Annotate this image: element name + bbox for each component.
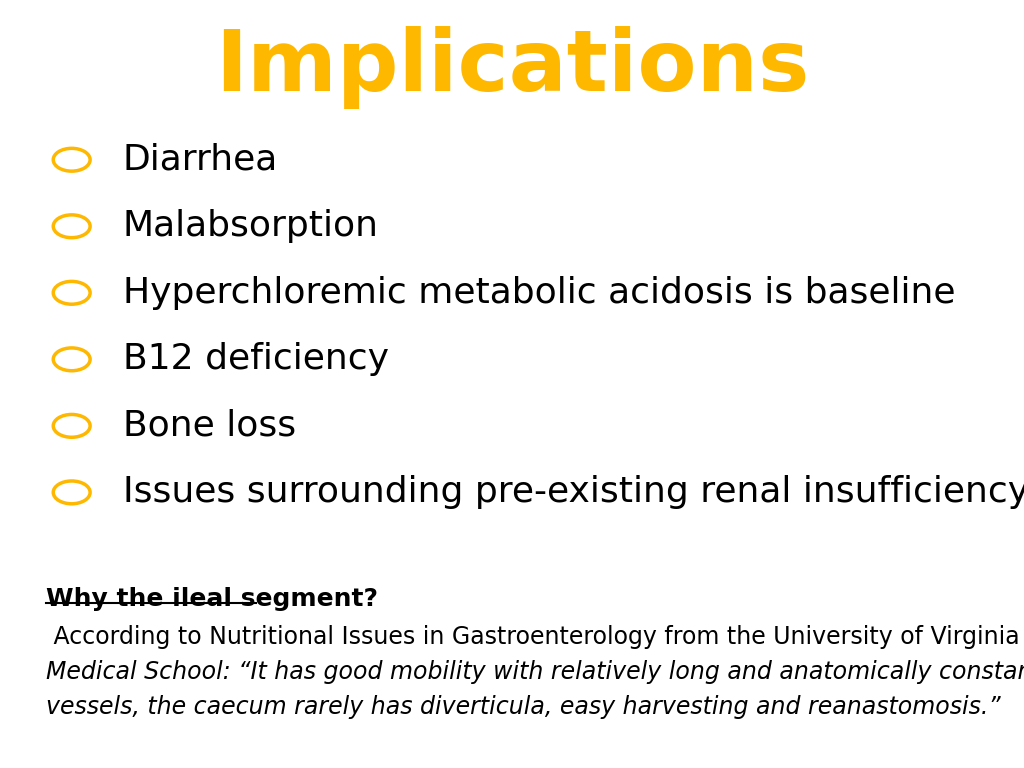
Text: Diarrhea: Diarrhea (123, 143, 279, 177)
Text: Hyperchloremic metabolic acidosis is baseline: Hyperchloremic metabolic acidosis is bas… (123, 276, 955, 310)
Text: Medical School: “It has good mobility with relatively long and anatomically cons: Medical School: “It has good mobility wi… (46, 660, 1024, 684)
Text: Why the ileal segment?: Why the ileal segment? (46, 588, 378, 611)
Text: B12 deficiency: B12 deficiency (123, 343, 389, 376)
Text: vessels, the caecum rarely has diverticula, easy harvesting and reanastomosis.”: vessels, the caecum rarely has diverticu… (46, 695, 1000, 719)
Text: Bone loss: Bone loss (123, 409, 296, 443)
Text: Malabsorption: Malabsorption (123, 209, 379, 243)
Text: Implications: Implications (215, 25, 809, 109)
Text: According to Nutritional Issues in Gastroenterology from the University of Virgi: According to Nutritional Issues in Gastr… (46, 625, 1020, 650)
Text: Issues surrounding pre-existing renal insufficiency: Issues surrounding pre-existing renal in… (123, 475, 1024, 509)
